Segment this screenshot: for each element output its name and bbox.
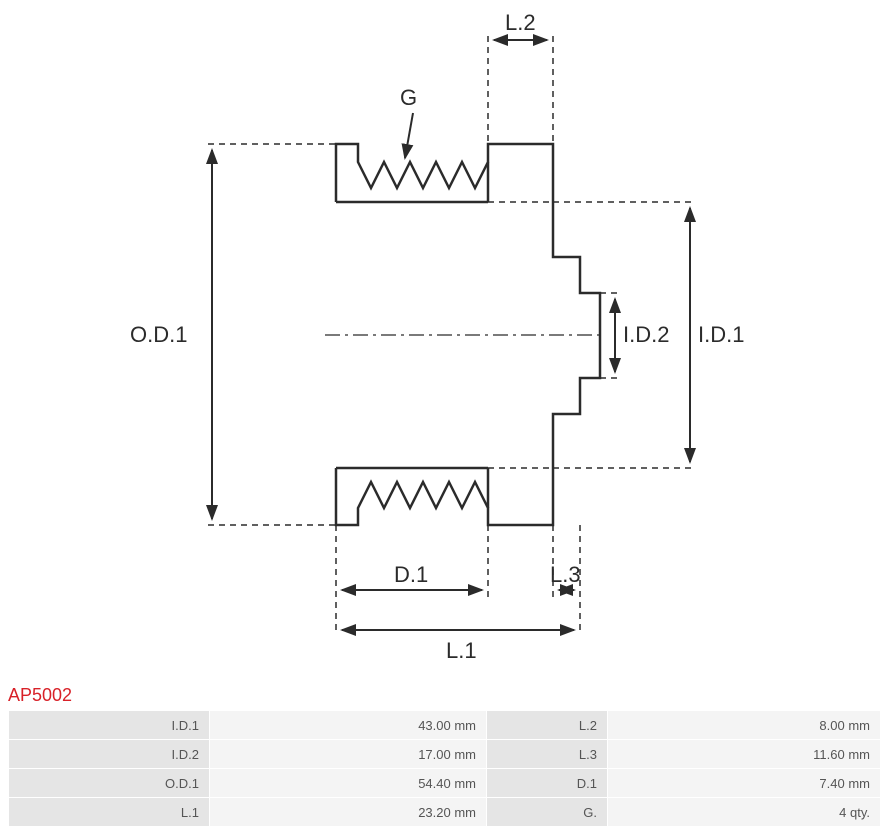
spec-label: I.D.2: [9, 740, 209, 768]
part-number: AP5002: [8, 685, 72, 706]
technical-diagram: O.D.1 I.D.1 I.D.2 L.2 G D.1 L.3 L.1: [0, 0, 889, 680]
label-id2: I.D.2: [623, 322, 669, 347]
spec-label: L.3: [487, 740, 607, 768]
spec-value: 7.40 mm: [608, 769, 880, 797]
page-root: O.D.1 I.D.1 I.D.2 L.2 G D.1 L.3 L.1 AP50…: [0, 0, 889, 822]
spec-value: 43.00 mm: [210, 711, 486, 739]
spec-label: I.D.1: [9, 711, 209, 739]
label-g: G: [400, 85, 417, 110]
spec-label: D.1: [487, 769, 607, 797]
label-l1: L.1: [446, 638, 477, 663]
table-row: O.D.1 54.40 mm D.1 7.40 mm: [9, 769, 880, 797]
label-l3: L.3: [550, 562, 581, 587]
spec-value: 54.40 mm: [210, 769, 486, 797]
spec-value: 17.00 mm: [210, 740, 486, 768]
label-id1: I.D.1: [698, 322, 744, 347]
table-row: I.D.2 17.00 mm L.3 11.60 mm: [9, 740, 880, 768]
diagram-svg: O.D.1 I.D.1 I.D.2 L.2 G D.1 L.3 L.1: [0, 0, 889, 680]
label-d1: D.1: [394, 562, 428, 587]
spec-label: L.2: [487, 711, 607, 739]
spec-value: 11.60 mm: [608, 740, 880, 768]
table-row: I.D.1 43.00 mm L.2 8.00 mm: [9, 711, 880, 739]
dimension-labels: O.D.1 I.D.1 I.D.2 L.2 G D.1 L.3 L.1: [130, 10, 744, 663]
spec-table: I.D.1 43.00 mm L.2 8.00 mm I.D.2 17.00 m…: [8, 710, 881, 827]
spec-value: 8.00 mm: [608, 711, 880, 739]
spec-label: O.D.1: [9, 769, 209, 797]
label-od1: O.D.1: [130, 322, 187, 347]
label-l2: L.2: [505, 10, 536, 35]
